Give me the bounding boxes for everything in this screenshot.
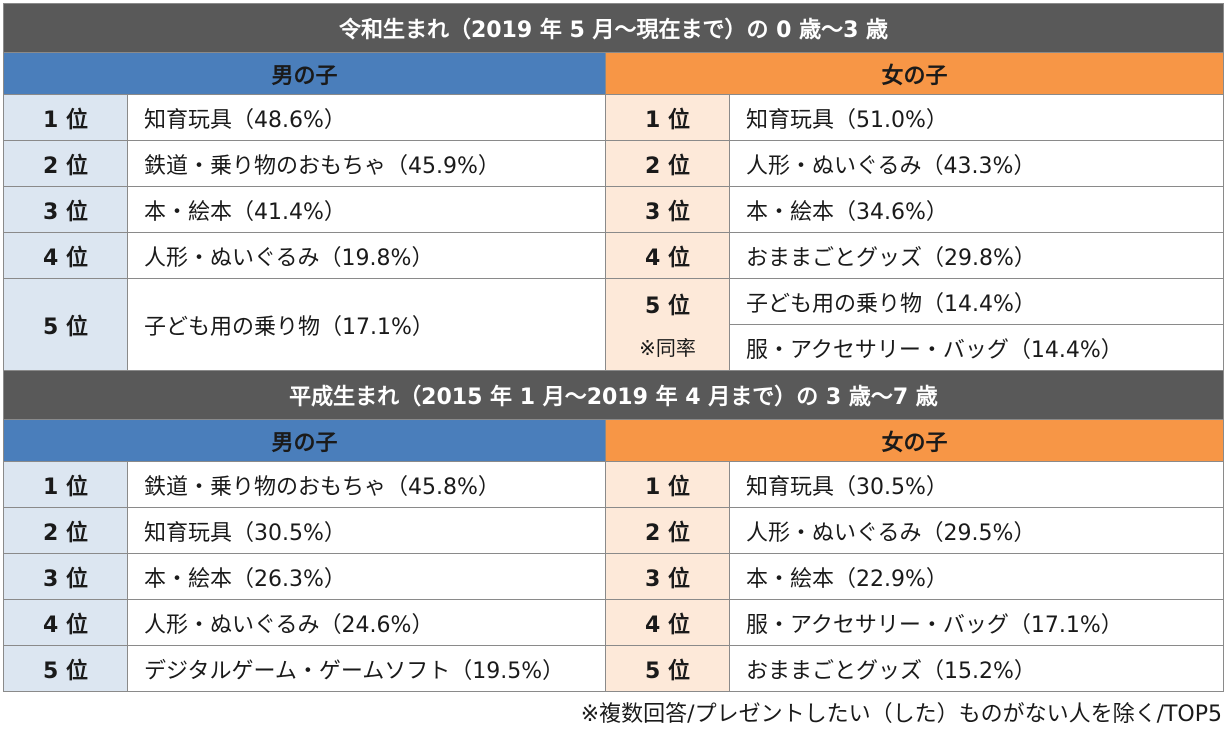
girl-item: 知育玩具（51.0%） [729,94,1224,141]
girl-rank: 5 位 [645,294,690,319]
table-row: 5 位 子ども用の乗り物（17.1%） 5 位 ※同率 子ども用の乗り物（14.… [3,278,1224,371]
boy-item: 知育玩具（48.6%） [127,94,606,141]
section-title-row: 令和生まれ（2019 年 5 月〜現在まで）の 0 歳〜3 歳 [3,3,1224,53]
section-title-row: 平成生まれ（2015 年 1 月〜2019 年 4 月まで）の 3 歳〜7 歳 [3,370,1224,420]
ranking-table: 令和生まれ（2019 年 5 月〜現在まで）の 0 歳〜3 歳 男の子 女の子 … [3,3,1224,692]
boys-header: 男の子 [3,52,606,95]
boy-item: 鉄道・乗り物のおもちゃ（45.9%） [127,140,606,187]
boy-item: 人形・ぬいぐるみ（24.6%） [127,599,606,646]
table-row: 5 位 デジタルゲーム・ゲームソフト（19.5%） 5 位 おままごとグッズ（1… [3,645,1224,692]
boy-rank: 3 位 [3,186,128,233]
table-row: 3 位 本・絵本（26.3%） 3 位 本・絵本（22.9%） [3,553,1224,600]
boy-rank: 4 位 [3,232,128,279]
boy-rank: 2 位 [3,140,128,187]
girl-rank: 4 位 [605,232,730,279]
tie-note: ※同率 [639,336,696,360]
girl-item: 本・絵本（34.6%） [729,186,1224,233]
gender-header-row: 男の子 女の子 [3,52,1224,95]
boy-rank: 5 位 [3,278,128,371]
boy-rank: 5 位 [3,645,128,692]
gender-header-row: 男の子 女の子 [3,419,1224,462]
boys-header: 男の子 [3,419,606,462]
boy-rank: 1 位 [3,94,128,141]
table-row: 服・アクセサリー・バッグ（14.4%） [4,324,1224,371]
boy-rank: 3 位 [3,553,128,600]
girl-item: 人形・ぬいぐるみ（43.3%） [729,140,1224,187]
boy-rank: 1 位 [3,461,128,508]
girl-item: おままごとグッズ（29.8%） [729,232,1224,279]
girl-item: 人形・ぬいぐるみ（29.5%） [729,507,1224,554]
boy-rank: 4 位 [3,599,128,646]
boy-item: 鉄道・乗り物のおもちゃ（45.8%） [127,461,606,508]
table-row: 1 位 知育玩具（48.6%） 1 位 知育玩具（51.0%） [3,94,1224,141]
girls-header: 女の子 [605,419,1224,462]
table-row: 2 位 鉄道・乗り物のおもちゃ（45.9%） 2 位 人形・ぬいぐるみ（43.3… [3,140,1224,187]
boy-rank: 2 位 [3,507,128,554]
girl-rank: 4 位 [605,599,730,646]
girl-item: 服・アクセサリー・バッグ（14.4%） [729,324,1224,371]
girl-rank: 5 位 [605,645,730,692]
boy-item: 人形・ぬいぐるみ（19.8%） [127,232,606,279]
boy-item: 本・絵本（41.4%） [127,186,606,233]
girl-item: 子ども用の乗り物（14.4%） [729,278,1224,325]
girl-rank: 1 位 [605,94,730,141]
girl-rank: 3 位 [605,186,730,233]
footnote: ※複数回答/プレゼントしたい（した）ものがない人を除く/TOP5 [580,702,1222,727]
girl-rank: 2 位 [605,140,730,187]
table-row: 3 位 本・絵本（41.4%） 3 位 本・絵本（34.6%） [3,186,1224,233]
table-row: 4 位 人形・ぬいぐるみ（19.8%） 4 位 おままごとグッズ（29.8%） [3,232,1224,279]
section-title: 令和生まれ（2019 年 5 月〜現在まで）の 0 歳〜3 歳 [3,3,1224,53]
girls-header: 女の子 [605,52,1224,95]
girl-item: おままごとグッズ（15.2%） [729,645,1224,692]
boy-item: 子ども用の乗り物（17.1%） [127,278,606,371]
girl-item: 知育玩具（30.5%） [729,461,1224,508]
girl-rank: 1 位 [605,461,730,508]
boy-item: デジタルゲーム・ゲームソフト（19.5%） [127,645,606,692]
boy-item: 本・絵本（26.3%） [127,553,606,600]
table-row: 2 位 知育玩具（30.5%） 2 位 人形・ぬいぐるみ（29.5%） [3,507,1224,554]
table-row: 4 位 人形・ぬいぐるみ（24.6%） 4 位 服・アクセサリー・バッグ（17.… [3,599,1224,646]
girl-rank: 3 位 [605,553,730,600]
girl-item: 本・絵本（22.9%） [729,553,1224,600]
girl-item: 服・アクセサリー・バッグ（17.1%） [729,599,1224,646]
girl-rank: 2 位 [605,507,730,554]
section-title: 平成生まれ（2015 年 1 月〜2019 年 4 月まで）の 3 歳〜7 歳 [3,370,1224,420]
boy-item: 知育玩具（30.5%） [127,507,606,554]
girl-rank-tie: 5 位 ※同率 [605,278,730,371]
table-row: 1 位 鉄道・乗り物のおもちゃ（45.8%） 1 位 知育玩具（30.5%） [3,461,1224,508]
